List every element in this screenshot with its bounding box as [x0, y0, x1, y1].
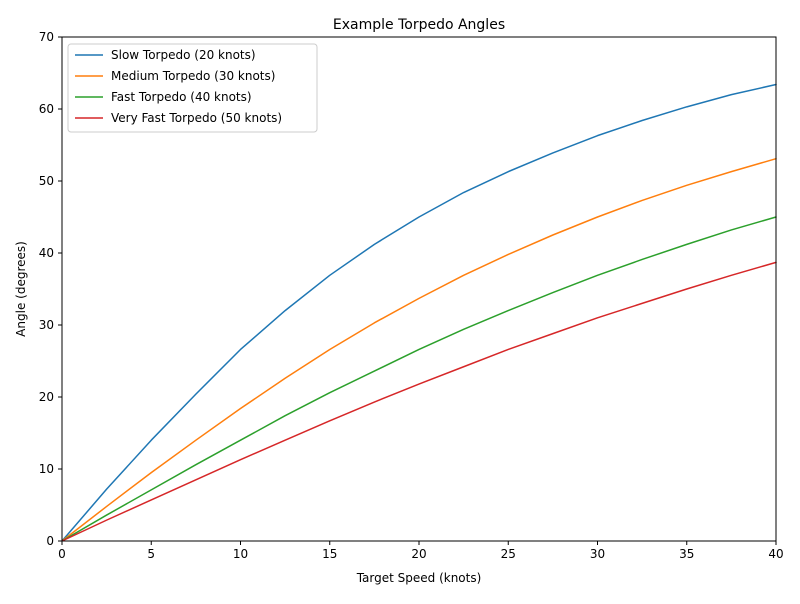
x-tick-label: 25: [501, 547, 516, 561]
y-axis-label: Angle (degrees): [14, 241, 28, 337]
series-line: [61, 261, 777, 542]
series-line: [61, 157, 777, 542]
x-tick-label: 0: [58, 547, 66, 561]
x-tick-label: 15: [322, 547, 337, 561]
x-tick-label: 30: [590, 547, 605, 561]
y-tick-label: 60: [39, 102, 54, 116]
chart-title: Example Torpedo Angles: [333, 17, 505, 33]
legend-label: Slow Torpedo (20 knots): [111, 48, 256, 62]
legend-box: [67, 43, 318, 133]
y-tick-label: 40: [39, 246, 54, 260]
legend-label: Medium Torpedo (30 knots): [111, 69, 275, 83]
x-tick-label: 35: [679, 547, 694, 561]
y-tick-label: 30: [39, 318, 54, 332]
plot-area: [61, 83, 777, 542]
y-tick-label: 20: [39, 390, 54, 404]
y-tick-label: 70: [39, 30, 54, 44]
x-tick-label: 5: [147, 547, 155, 561]
axis-ticks: 0 5 10 15 20 25 30 35 40 0 10 20 30 40 50 60 70: [39, 30, 784, 561]
x-tick-label: 40: [768, 547, 783, 561]
legend-label: Fast Torpedo (40 knots): [111, 90, 252, 104]
series-line: [61, 216, 777, 542]
legend: Slow Torpedo (20 knots) Medium Torpedo (3…: [67, 43, 318, 133]
legend-label: Very Fast Torpedo (50 knots): [111, 111, 282, 125]
y-tick-label: 10: [39, 462, 54, 476]
x-axis-label: Target Speed (knots): [356, 571, 482, 585]
x-tick-label: 10: [233, 547, 248, 561]
x-tick-label: 20: [411, 547, 426, 561]
series-line: [61, 83, 777, 542]
y-tick-label: 50: [39, 174, 54, 188]
y-tick-label: 0: [46, 534, 54, 548]
